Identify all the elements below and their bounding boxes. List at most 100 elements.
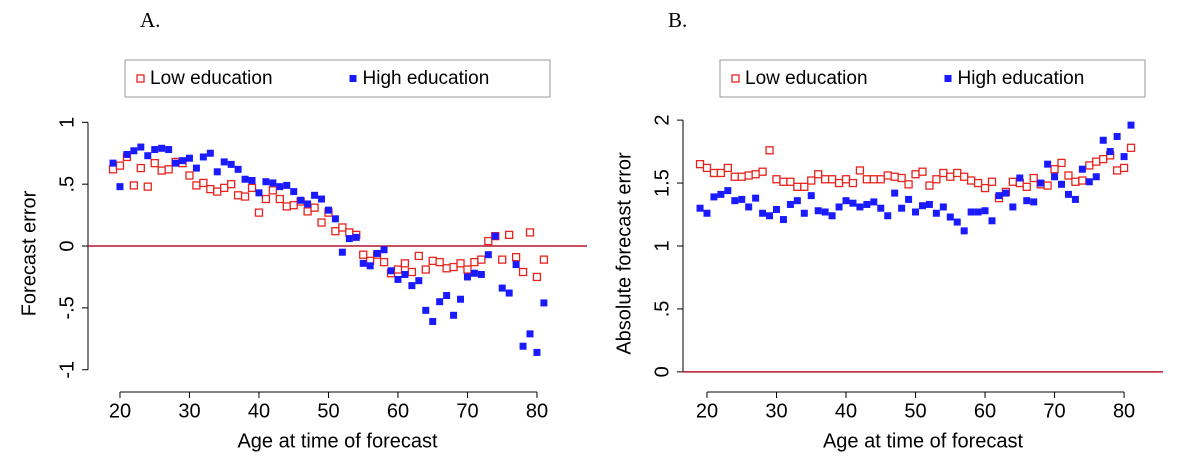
data-point (115, 161, 125, 170)
data-point (1023, 197, 1031, 205)
data-point (814, 207, 822, 215)
x-tick-label: 20 (109, 400, 131, 422)
data-point (150, 158, 159, 168)
data-point (863, 200, 871, 208)
data-point (303, 207, 312, 216)
data-point (442, 264, 451, 273)
data-point (206, 184, 215, 194)
data-point (331, 215, 339, 223)
data-point (401, 270, 409, 278)
data-point (1008, 177, 1017, 186)
data-point (946, 213, 954, 221)
data-point (449, 262, 458, 272)
data-point (539, 255, 549, 264)
data-point (275, 194, 284, 204)
data-point (158, 144, 166, 152)
legend-box (124, 59, 551, 98)
data-point (870, 198, 878, 206)
data-point (220, 158, 228, 166)
legend-marker (731, 74, 740, 83)
y-axis-label: Forecast error (18, 190, 40, 316)
data-point (240, 192, 250, 201)
data-point (898, 204, 906, 212)
y-tick-label: 1 (56, 117, 78, 128)
data-point (709, 168, 719, 178)
data-point (786, 200, 794, 208)
x-tick-label: 40 (248, 400, 270, 422)
data-point (765, 146, 774, 155)
data-point (185, 154, 193, 162)
data-point (1030, 198, 1038, 206)
data-point (254, 208, 264, 217)
data-point (1092, 157, 1101, 166)
data-point (241, 175, 249, 183)
data-point (1085, 178, 1093, 186)
data-point (511, 253, 521, 262)
data-point (213, 187, 222, 196)
y-tick-label: 2 (651, 115, 673, 126)
data-point (696, 204, 704, 212)
data-point (380, 246, 388, 254)
x-tick-label: 30 (765, 400, 787, 422)
legend-label: Low education (150, 68, 273, 89)
x-tick-label: 70 (1043, 400, 1065, 422)
legend-label: Low education (745, 68, 868, 89)
data-point (172, 159, 180, 167)
data-point (737, 172, 746, 181)
data-point (932, 175, 941, 184)
data-point (793, 197, 801, 205)
data-point (505, 230, 514, 240)
data-point (779, 177, 788, 186)
data-point (988, 217, 996, 225)
data-point (533, 348, 541, 356)
series (108, 152, 549, 282)
data-point (227, 180, 236, 189)
data-point (1106, 148, 1114, 156)
data-point (477, 270, 485, 278)
data-point (192, 164, 200, 172)
data-point (702, 163, 712, 173)
data-point (884, 212, 892, 220)
y-tick-label: .5 (56, 176, 78, 193)
data-point (925, 181, 934, 190)
data-point (876, 175, 885, 184)
data-point (421, 265, 430, 274)
data-point (744, 171, 753, 180)
x-tick-label: 30 (178, 400, 200, 422)
x-tick-label: 80 (1113, 400, 1135, 422)
data-point (143, 182, 152, 191)
series (109, 143, 548, 356)
data-point (276, 183, 284, 191)
data-point (477, 255, 486, 264)
data-point (953, 168, 962, 178)
data-point (247, 183, 257, 193)
data-point (981, 207, 989, 215)
legend-marker (944, 75, 952, 82)
data-point (268, 186, 278, 195)
data-point (199, 153, 207, 161)
data-point (987, 177, 997, 186)
data-point (821, 208, 829, 216)
data-point (918, 202, 926, 210)
data-point (136, 163, 145, 173)
data-point (422, 306, 430, 314)
data-point (911, 170, 920, 179)
data-point (415, 277, 423, 285)
data-point (491, 232, 499, 240)
data-point (772, 205, 780, 213)
data-point (918, 167, 927, 176)
data-point (869, 175, 878, 184)
x-tick-label: 20 (696, 400, 718, 422)
data-point (532, 272, 542, 282)
data-point (331, 227, 340, 236)
data-point (751, 170, 760, 179)
data-point (540, 299, 548, 307)
legend: Low education High education (124, 59, 551, 98)
data-point (905, 195, 913, 203)
data-point (123, 150, 131, 158)
data-point (1009, 203, 1017, 211)
data-point (436, 298, 444, 306)
data-point (710, 193, 718, 201)
data-point (463, 273, 471, 281)
